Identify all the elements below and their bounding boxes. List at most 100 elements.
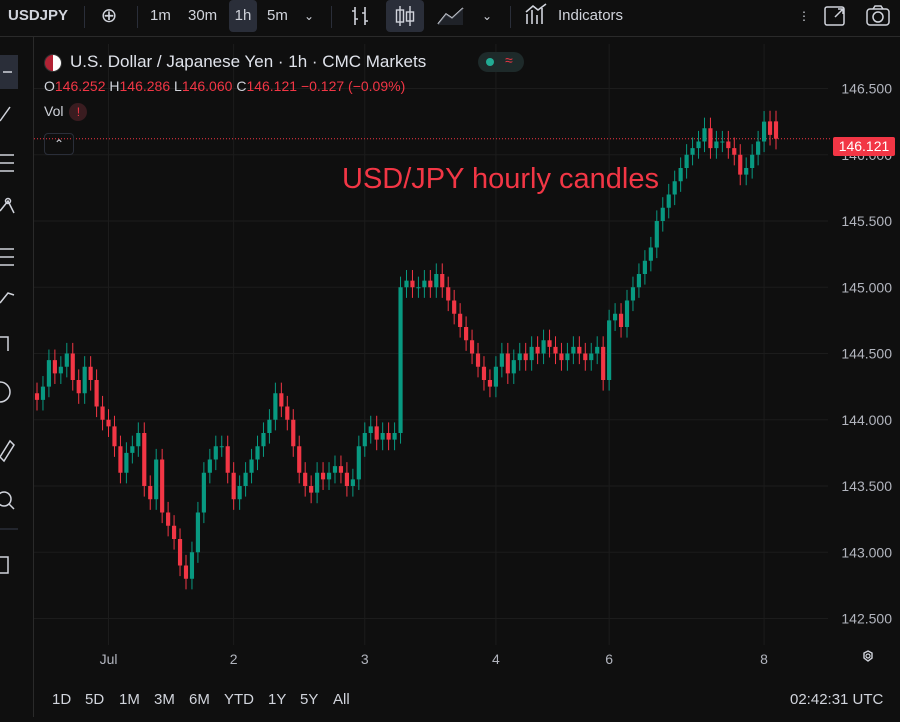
candle-body: [744, 168, 749, 175]
chevron-down-icon[interactable]: ⌄: [482, 9, 493, 23]
price-tick-label: 143.500: [841, 478, 892, 494]
trendline-tool-icon[interactable]: [0, 106, 11, 122]
candle-body: [392, 433, 397, 440]
projection-tool-icon[interactable]: [0, 248, 14, 266]
interval-1m[interactable]: 1m: [150, 7, 171, 24]
candle-body: [493, 366, 498, 387]
candle-body: [255, 446, 260, 460]
volume-legend[interactable]: Vol!: [44, 103, 88, 121]
fullscreen-icon[interactable]: [822, 0, 848, 32]
candle-body: [249, 459, 254, 473]
symbol-label[interactable]: USDJPY: [8, 7, 69, 24]
area-style-icon[interactable]: [436, 0, 466, 32]
candle-body: [368, 426, 373, 433]
open-value: 146.252: [54, 78, 106, 94]
emoji-tool-icon[interactable]: [0, 381, 11, 403]
candle-body: [243, 472, 248, 486]
candle-body: [750, 154, 755, 168]
currency-flag-icon: [44, 54, 62, 72]
fib-tool-icon[interactable]: [0, 154, 14, 172]
candle-body: [535, 346, 540, 354]
magnet-tool-icon[interactable]: [0, 556, 9, 574]
range-ytd[interactable]: YTD: [224, 691, 254, 708]
candle-body: [672, 181, 677, 195]
candle-body: [70, 353, 75, 380]
high-value: 146.286: [119, 78, 171, 94]
volume-warning-badge[interactable]: !: [69, 103, 88, 121]
chevron-down-icon[interactable]: ⌄: [304, 9, 315, 23]
axis-settings-icon[interactable]: [863, 650, 873, 662]
camera-icon[interactable]: [864, 0, 892, 32]
candle-body: [76, 380, 81, 394]
candle-body: [410, 280, 415, 288]
range-all[interactable]: All: [333, 691, 350, 708]
candle-body: [642, 260, 647, 274]
candle-body: [189, 552, 195, 579]
candle-body: [440, 274, 445, 288]
collapse-legend-button[interactable]: ⌃: [44, 133, 74, 155]
chart-title[interactable]: U.S. Dollar / Japanese Yen · 1h · CMC Ma…: [70, 52, 427, 71]
range-6m[interactable]: 6M: [189, 691, 210, 708]
candle-body: [684, 154, 689, 168]
candle-body: [738, 154, 743, 175]
close-label: C: [236, 78, 247, 94]
candle-body: [636, 274, 642, 288]
pattern-tool-icon[interactable]: [0, 199, 15, 214]
indicators-icon: [524, 0, 550, 32]
zoom-tool-icon[interactable]: [0, 491, 12, 507]
candle-body: [183, 565, 189, 579]
interval-1h[interactable]: 1h: [229, 0, 257, 32]
time-tick-label: 8: [760, 651, 768, 667]
range-3m[interactable]: 3M: [154, 691, 175, 708]
brush-tool-icon[interactable]: [0, 292, 15, 304]
ruler-tool-icon[interactable]: [0, 439, 15, 463]
candle-body: [136, 433, 141, 447]
range-5y[interactable]: 5Y: [300, 691, 319, 708]
price-axis[interactable]: 146.500146.000145.500145.000144.500144.0…: [841, 81, 892, 627]
range-5d[interactable]: 5D: [85, 691, 105, 708]
indicators-button[interactable]: Indicators: [558, 7, 624, 24]
candle-body: [732, 148, 737, 155]
candle-body: [666, 194, 671, 208]
drawing-tools-icons: [0, 55, 18, 574]
range-1y[interactable]: 1Y: [268, 691, 287, 708]
candle-body: [58, 366, 63, 374]
area-chart-icon: [437, 7, 464, 25]
candle-body: [309, 486, 314, 493]
clock[interactable]: 02:42:31 UTC: [790, 691, 884, 708]
candle-body: [726, 141, 731, 149]
candle-body: [481, 366, 487, 380]
candle-body: [124, 452, 129, 473]
range-1m[interactable]: 1M: [119, 691, 140, 708]
candle-body: [577, 346, 582, 354]
candle-body: [475, 353, 481, 367]
candle-body: [64, 353, 69, 367]
candle-body: [332, 466, 338, 473]
add-symbol-icon[interactable]: ⊕: [100, 5, 118, 27]
candle-body: [565, 353, 570, 361]
candle-body: [291, 419, 296, 447]
interval-30m[interactable]: 30m: [188, 7, 218, 24]
low-value: 146.060: [181, 78, 233, 94]
range-1d[interactable]: 1D: [52, 691, 72, 708]
candle-body: [767, 121, 773, 135]
price-tick-label: 142.500: [841, 611, 892, 627]
bar-style-icon[interactable]: [350, 0, 374, 32]
text-tool-icon[interactable]: [0, 336, 9, 351]
candle-body: [344, 472, 349, 486]
price-tick-label: 145.000: [841, 279, 892, 295]
candle-body: [660, 207, 665, 221]
market-open-indicator[interactable]: ≈: [478, 52, 524, 72]
candle-body: [362, 433, 367, 447]
candles-style-button[interactable]: [386, 0, 424, 32]
delay-icon: ≈: [505, 52, 513, 68]
candle-body: [82, 366, 87, 394]
more-icon[interactable]: ⋮: [798, 9, 810, 23]
divider: [137, 6, 138, 28]
candle-body: [94, 380, 99, 407]
candle-body: [714, 141, 719, 149]
chart-grid: [34, 44, 828, 645]
interval-5m[interactable]: 5m: [267, 7, 288, 24]
time-axis[interactable]: Jul 2 3 4 6 8: [100, 651, 769, 667]
